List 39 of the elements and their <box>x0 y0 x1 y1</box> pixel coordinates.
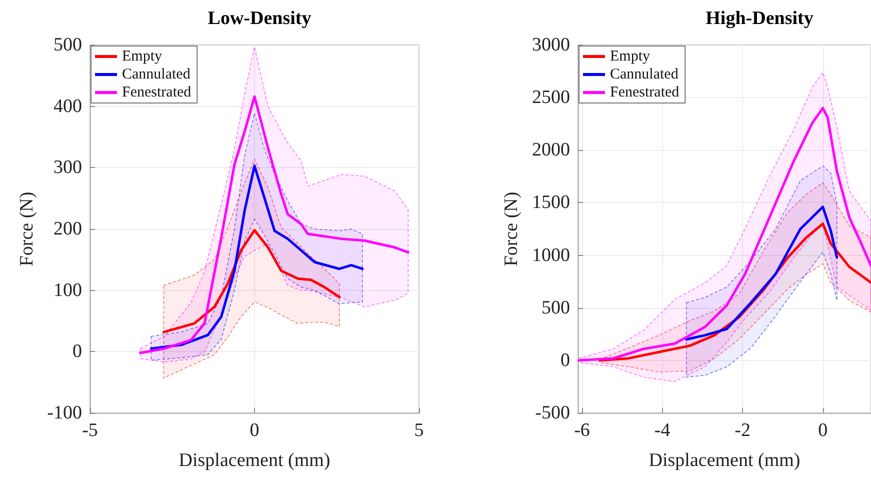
y-tick-label: 1000 <box>532 244 570 266</box>
legend-label: Cannulated <box>610 66 679 82</box>
line-series <box>150 164 364 350</box>
chart-title: High-Density <box>706 8 814 29</box>
y-tick-label: -100 <box>47 402 82 424</box>
y-tick-label: 2000 <box>532 140 570 161</box>
y-tick-label: 300 <box>54 157 82 178</box>
legend-label: Fenestrated <box>610 84 680 100</box>
x-tick-label: 0 <box>818 420 828 441</box>
x-tick-label: -4 <box>654 420 671 441</box>
line-series <box>139 95 410 354</box>
line-series <box>685 206 838 341</box>
chart-title: Low-Density <box>208 8 312 29</box>
y-tick-label: 500 <box>542 297 570 318</box>
y-axis-title: Force (N) <box>501 192 522 266</box>
y-tick-label: 500 <box>54 34 82 56</box>
y-axis-title: Force (N) <box>16 192 38 266</box>
y-tick-label: 3000 <box>532 34 570 56</box>
y-tick-label: 200 <box>54 218 82 240</box>
x-tick-label: -5 <box>82 420 98 441</box>
y-tick-label: 2500 <box>532 87 570 108</box>
y-tick-label: 400 <box>54 96 82 117</box>
y-tick-label: 1500 <box>532 192 570 214</box>
x-tick-label: -6 <box>574 420 590 441</box>
legend-label: Empty <box>610 48 650 64</box>
x-axis-title: Displacement (mm) <box>178 450 330 471</box>
y-tick-label: -500 <box>535 402 570 424</box>
x-axis-title: Displacement (mm) <box>648 450 800 471</box>
x-tick-label: 0 <box>250 420 260 441</box>
line-series <box>162 228 341 334</box>
y-tick-label: 100 <box>54 280 82 301</box>
legend-label: Cannulated <box>122 66 191 82</box>
line-series <box>578 106 871 362</box>
y-tick-label: 0 <box>560 350 570 371</box>
x-tick-label: -2 <box>734 420 750 441</box>
x-tick-label: 5 <box>414 420 424 441</box>
y-tick-label: 0 <box>72 341 82 362</box>
legend-label: Fenestrated <box>122 84 192 100</box>
legend-label: Empty <box>122 48 162 64</box>
